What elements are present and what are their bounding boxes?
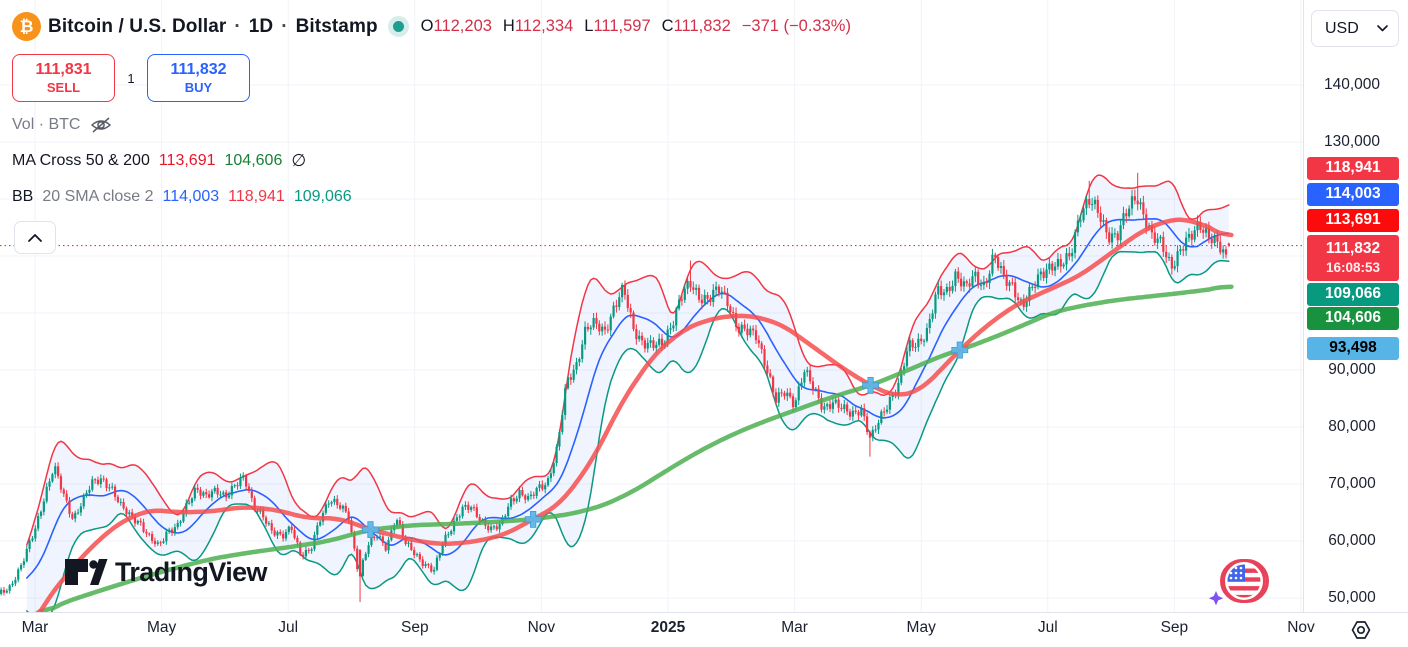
title-separator2: ·	[281, 15, 288, 37]
interval-label[interactable]: 1D	[248, 15, 274, 37]
title-separator: ·	[234, 15, 241, 37]
bb-legend-row[interactable]: BB 20 SMA close 2 114,003 118,941 109,06…	[12, 188, 352, 206]
ma-cross-label: MA Cross 50 & 200	[12, 152, 150, 169]
bb-basis-value: 114,003	[162, 188, 220, 205]
open-label: O	[420, 17, 434, 35]
high-value: 112,334	[514, 17, 574, 35]
time-tick-label: May	[146, 619, 177, 636]
price-tick-label: 140,000	[1323, 76, 1381, 93]
change-value: −371 (−0.33%)	[741, 17, 851, 35]
time-tick-label: Jul	[278, 619, 299, 636]
price-tick-label: 50,000	[1328, 589, 1376, 606]
currency-value: USD	[1325, 19, 1359, 37]
us-flag-coin-icon[interactable]	[1206, 553, 1278, 613]
ma-cross-legend-row[interactable]: MA Cross 50 & 200 113,691 104,606 ∅	[12, 151, 306, 171]
market-status-dot	[392, 21, 404, 32]
last-price-badge: 111,832 16:08:53	[1307, 235, 1399, 281]
time-tick-label: Sep	[1160, 619, 1189, 636]
price-badge: 114,003	[1307, 183, 1399, 206]
volume-label: Vol · BTC	[12, 116, 81, 133]
buy-button[interactable]: 111,832 BUY	[147, 54, 250, 102]
volume-legend-row[interactable]: Vol · BTC	[12, 115, 113, 135]
bb-label: BB	[12, 188, 34, 205]
price-badge: 93,498	[1307, 337, 1399, 360]
symbol-header: ₿ Bitcoin / U.S. Dollar · 1D · Bitstamp …	[12, 12, 851, 41]
low-label: L	[584, 17, 594, 35]
time-axis[interactable]: Mar May Jul Sep Nov 2025 Mar May Jul Sep Nov	[0, 612, 1408, 647]
time-tick-label: Nov	[1287, 619, 1315, 636]
price-tick-label: 90,000	[1328, 361, 1376, 378]
time-tick-label: Mar	[781, 619, 808, 636]
chevron-down-icon	[1377, 25, 1388, 32]
price-badge: 104,606	[1307, 307, 1399, 330]
hexagon-target-icon	[1351, 621, 1371, 639]
countdown-timer: 16:08:53	[1325, 260, 1381, 276]
price-tick-label: 70,000	[1328, 475, 1376, 492]
spread-value: 1	[127, 70, 135, 86]
symbol-title[interactable]: Bitcoin / U.S. Dollar	[48, 15, 227, 37]
time-tick-label: Sep	[401, 619, 429, 636]
tradingview-logo-icon	[65, 559, 108, 585]
bb-upper-value: 118,941	[228, 188, 285, 205]
currency-selector[interactable]: USD	[1311, 10, 1399, 47]
price-badge: 118,941	[1307, 157, 1399, 180]
buy-price: 111,832	[170, 60, 227, 78]
close-label: C	[661, 17, 674, 35]
bb-params: 20 SMA close 2	[42, 188, 154, 205]
time-tick-label: May	[906, 619, 936, 636]
ma200-value: 104,606	[224, 152, 283, 169]
empty-set-symbol: ∅	[291, 151, 307, 170]
buy-label: BUY	[184, 79, 213, 95]
time-tick-label: 2025	[650, 619, 686, 636]
price-badge: 113,691	[1307, 209, 1399, 232]
collapse-indicators-button[interactable]	[14, 221, 56, 254]
price-tick-label: 60,000	[1328, 532, 1376, 549]
tradingview-logo[interactable]: TradingView	[64, 553, 268, 591]
axis-settings-button[interactable]	[1346, 616, 1376, 644]
high-label: H	[502, 17, 515, 35]
sell-price: 111,831	[35, 60, 92, 78]
close-value: 111,832	[673, 17, 731, 35]
trade-buttons: 111,831 SELL 1 111,832 BUY	[12, 54, 250, 102]
time-tick-label: Jul	[1037, 619, 1058, 636]
low-value: 111,597	[593, 17, 651, 35]
time-tick-label: Mar	[21, 619, 49, 636]
price-tick-label: 130,000	[1323, 133, 1381, 150]
price-tick-label: 80,000	[1328, 418, 1376, 435]
ma50-value: 113,691	[158, 152, 216, 169]
price-badge: 109,066	[1307, 283, 1399, 306]
price-axis[interactable]: 140,000 130,000 90,000 80,000 70,000 60,000 50…	[1303, 0, 1408, 612]
sell-button[interactable]: 111,831 SELL	[12, 54, 115, 102]
exchange-label[interactable]: Bitstamp	[295, 15, 378, 37]
tradingview-logo-text: TradingView	[115, 556, 268, 587]
bitcoin-icon: ₿	[12, 12, 41, 41]
time-tick-label: Nov	[527, 619, 556, 636]
bb-lower-value: 109,066	[293, 188, 352, 205]
eye-off-icon[interactable]	[89, 115, 113, 135]
sell-label: SELL	[46, 79, 81, 95]
open-value: 112,203	[433, 17, 492, 35]
ohlc-values: O112,203 H112,334 L111,597 C111,832 −371…	[421, 17, 851, 36]
chevron-up-icon	[28, 233, 42, 242]
